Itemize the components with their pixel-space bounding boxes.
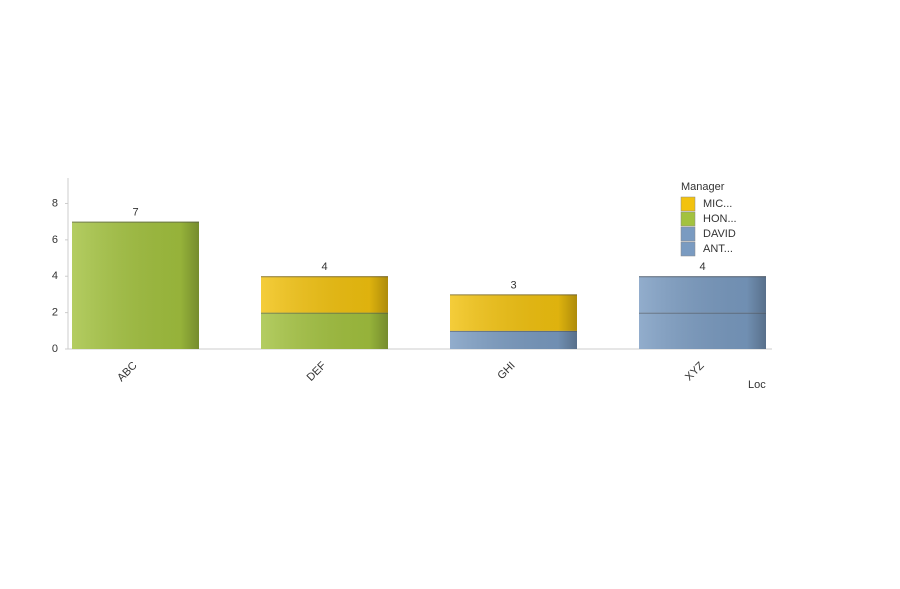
legend-swatch [680, 226, 696, 242]
y-tick-label: 2 [52, 307, 58, 319]
y-tick-label: 0 [52, 343, 58, 355]
total-label: 4 [321, 261, 327, 273]
x-tick-label: DEF [305, 359, 329, 383]
x-tick-label: XYZ [683, 360, 707, 384]
bar-shade [639, 276, 766, 313]
x-axis-label: Loc [748, 379, 766, 391]
y-tick-label: 4 [52, 270, 58, 282]
bar-shade [261, 276, 388, 313]
bar-shade [72, 221, 199, 349]
y-tick-label: 6 [52, 234, 58, 246]
y-tick-label: 8 [52, 197, 58, 209]
x-tick-label: GHI [495, 360, 517, 382]
bar-shade [261, 312, 388, 349]
legend-label: ANT... [703, 243, 733, 255]
total-label: 7 [132, 207, 138, 219]
x-tick-label: ABC [115, 360, 140, 385]
legend-label: DAVID [703, 228, 736, 240]
legend-label: HON... [703, 213, 737, 225]
bar-shade [639, 312, 766, 349]
legend-swatch [680, 196, 696, 212]
bar-shade [450, 294, 577, 331]
legend-swatch [680, 241, 696, 257]
total-label: 4 [699, 261, 705, 273]
legend-swatch [680, 211, 696, 227]
total-label: 3 [510, 279, 516, 291]
legend-label: MIC... [703, 198, 732, 210]
bar-shade [450, 330, 577, 349]
legend-title: Manager [681, 181, 725, 193]
